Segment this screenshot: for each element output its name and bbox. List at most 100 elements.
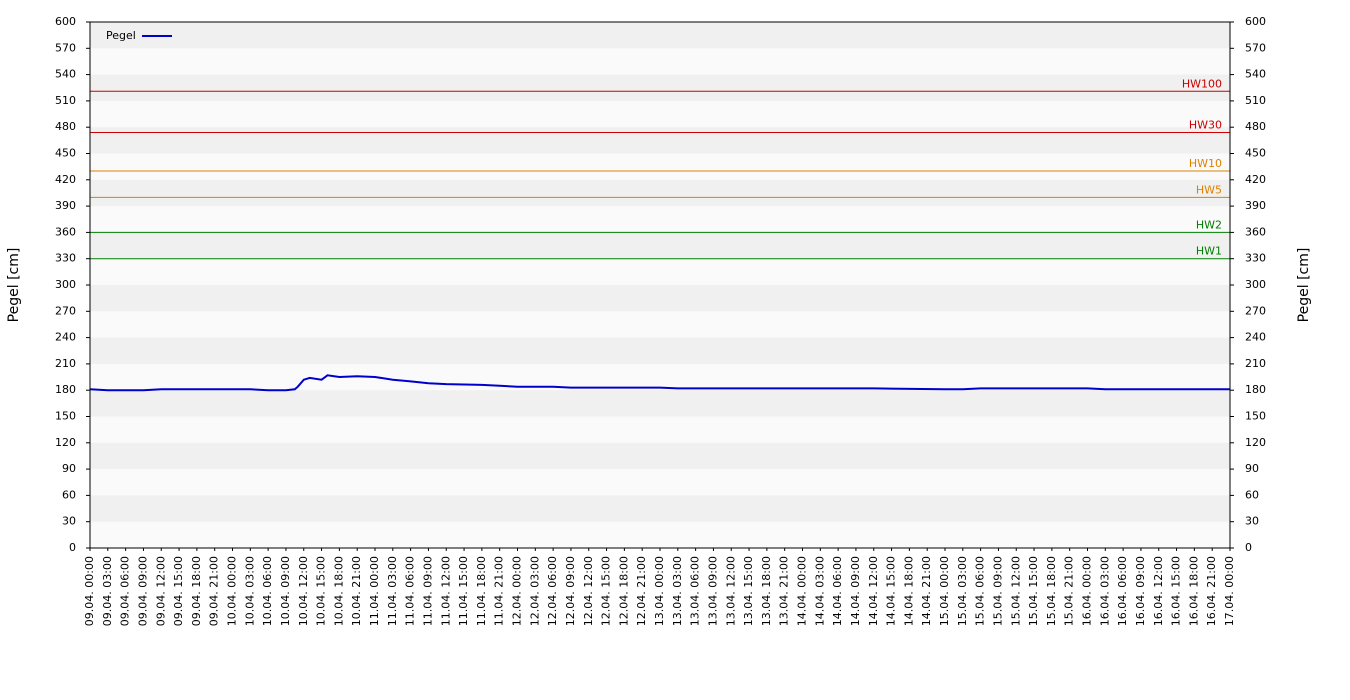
y2-tick-label: 0 (1245, 541, 1252, 554)
x-tick-label: 15.04. 03:00 (956, 556, 969, 626)
y-axis-title: Pegel [cm] (6, 248, 22, 323)
x-tick-label: 09.04. 06:00 (119, 556, 132, 626)
grid-band (90, 390, 1230, 417)
x-tick-label: 13.04. 09:00 (706, 556, 719, 626)
y-tick-label: 240 (55, 331, 76, 344)
x-tick-label: 15.04. 09:00 (991, 556, 1004, 626)
x-tick-label: 10.04. 18:00 (332, 556, 345, 626)
y-tick-label: 150 (55, 410, 76, 423)
x-tick-label: 09.04. 03:00 (101, 556, 114, 626)
threshold-label: HW30 (1189, 118, 1222, 131)
x-tick-label: 16.04. 03:00 (1098, 556, 1111, 626)
x-tick-label: 16.04. 21:00 (1205, 556, 1218, 626)
y2-tick-label: 480 (1245, 120, 1266, 133)
y2-tick-label: 210 (1245, 357, 1266, 370)
grid-band (90, 22, 1230, 49)
y2-tick-label: 450 (1245, 147, 1266, 160)
y2-tick-label: 180 (1245, 383, 1266, 396)
x-tick-label: 13.04. 06:00 (689, 556, 702, 626)
x-tick-label: 13.04. 18:00 (760, 556, 773, 626)
grid-band (90, 442, 1230, 470)
x-tick-label: 10.04. 00:00 (226, 556, 239, 626)
y-tick-label: 60 (62, 488, 76, 501)
threshold-label: HW1 (1196, 245, 1222, 258)
data-line (89, 374, 1230, 392)
x-tick-label: 13.04. 21:00 (778, 556, 791, 626)
x-tick-label: 16.04. 09:00 (1134, 556, 1147, 626)
y-tick-label: 390 (55, 199, 76, 212)
x-tick-label: 16.04. 18:00 (1187, 556, 1200, 626)
y2-tick-label: 390 (1245, 199, 1266, 212)
x-tick-label: 10.04. 12:00 (297, 556, 310, 626)
x-tick-label: 12.04. 21:00 (635, 556, 648, 626)
y2-tick-label: 60 (1245, 488, 1259, 501)
y-tick-label: 450 (55, 147, 76, 160)
x-tick-label: 13.04. 03:00 (671, 556, 684, 626)
x-tick-label: 10.04. 21:00 (350, 556, 363, 626)
x-tick-label: 11.04. 00:00 (368, 556, 381, 626)
y-tick-label: 360 (55, 225, 76, 238)
x-tick-label: 15.04. 18:00 (1045, 556, 1058, 626)
x-tick-label: 17.04. 00:00 (1223, 556, 1236, 626)
x-tick-label: 14.04. 03:00 (813, 556, 826, 626)
y2-tick-label: 150 (1245, 410, 1266, 423)
y2-tick-label: 90 (1245, 462, 1259, 475)
y-tick-label: 30 (62, 515, 76, 528)
grid-band (90, 337, 1230, 364)
y-tick-label: 120 (55, 436, 76, 449)
x-tick-label: 12.04. 09:00 (564, 556, 577, 626)
x-tick-label: 14.04. 09:00 (849, 556, 862, 626)
y2-tick-label: 510 (1245, 94, 1266, 107)
x-tick-label: 14.04. 06:00 (831, 556, 844, 626)
x-tick-label: 15.04. 15:00 (1027, 556, 1040, 626)
threshold-label: HW10 (1189, 157, 1222, 170)
x-tick-label: 15.04. 12:00 (1009, 556, 1022, 626)
x-tick-label: 15.04. 00:00 (938, 556, 951, 626)
x-tick-label: 15.04. 21:00 (1063, 556, 1076, 626)
x-tick-label: 10.04. 03:00 (243, 556, 256, 626)
x-tick-label: 14.04. 12:00 (867, 556, 880, 626)
y-tick-label: 90 (62, 462, 76, 475)
grid-band (90, 127, 1230, 154)
x-tick-label: 09.04. 21:00 (208, 556, 221, 626)
y-tick-label: 510 (55, 94, 76, 107)
x-tick-label: 12.04. 00:00 (511, 556, 524, 626)
y-tick-label: 270 (55, 304, 76, 317)
y2-tick-label: 30 (1245, 515, 1259, 528)
y-tick-label: 210 (55, 357, 76, 370)
y2-tick-label: 240 (1245, 331, 1266, 344)
x-tick-label: 11.04. 12:00 (439, 556, 452, 626)
threshold-label: HW5 (1196, 183, 1222, 196)
x-tick-label: 16.04. 12:00 (1152, 556, 1165, 626)
x-tick-label: 10.04. 06:00 (261, 556, 274, 626)
y2-tick-label: 360 (1245, 225, 1266, 238)
x-tick-label: 11.04. 18:00 (475, 556, 488, 626)
x-tick-label: 09.04. 00:00 (83, 556, 96, 626)
grid-band (90, 232, 1230, 259)
x-tick-label: 12.04. 15:00 (600, 556, 613, 626)
x-tick-label: 09.04. 18:00 (190, 556, 203, 626)
y2-tick-label: 120 (1245, 436, 1266, 449)
x-tick-label: 11.04. 06:00 (404, 556, 417, 626)
x-tick-label: 12.04. 18:00 (617, 556, 630, 626)
grid-band (90, 179, 1230, 207)
x-tick-label: 10.04. 15:00 (315, 556, 328, 626)
x-tick-label: 12.04. 12:00 (582, 556, 595, 626)
y2-tick-label: 420 (1245, 173, 1266, 186)
x-tick-label: 16.04. 15:00 (1170, 556, 1183, 626)
grid-band (90, 285, 1230, 312)
x-tick-label: 14.04. 21:00 (920, 556, 933, 626)
y2-tick-label: 540 (1245, 68, 1266, 81)
y2-tick-label: 300 (1245, 278, 1266, 291)
y-tick-label: 420 (55, 173, 76, 186)
x-tick-label: 13.04. 15:00 (742, 556, 755, 626)
x-tick-label: 16.04. 06:00 (1116, 556, 1129, 626)
y2-axis-title: Pegel [cm] (1296, 248, 1312, 323)
y2-tick-label: 270 (1245, 304, 1266, 317)
x-tick-label: 13.04. 00:00 (653, 556, 666, 626)
y-tick-label: 600 (55, 15, 76, 28)
threshold-label: HW100 (1182, 77, 1222, 90)
y2-tick-label: 330 (1245, 252, 1266, 265)
x-tick-label: 15.04. 06:00 (974, 556, 987, 626)
